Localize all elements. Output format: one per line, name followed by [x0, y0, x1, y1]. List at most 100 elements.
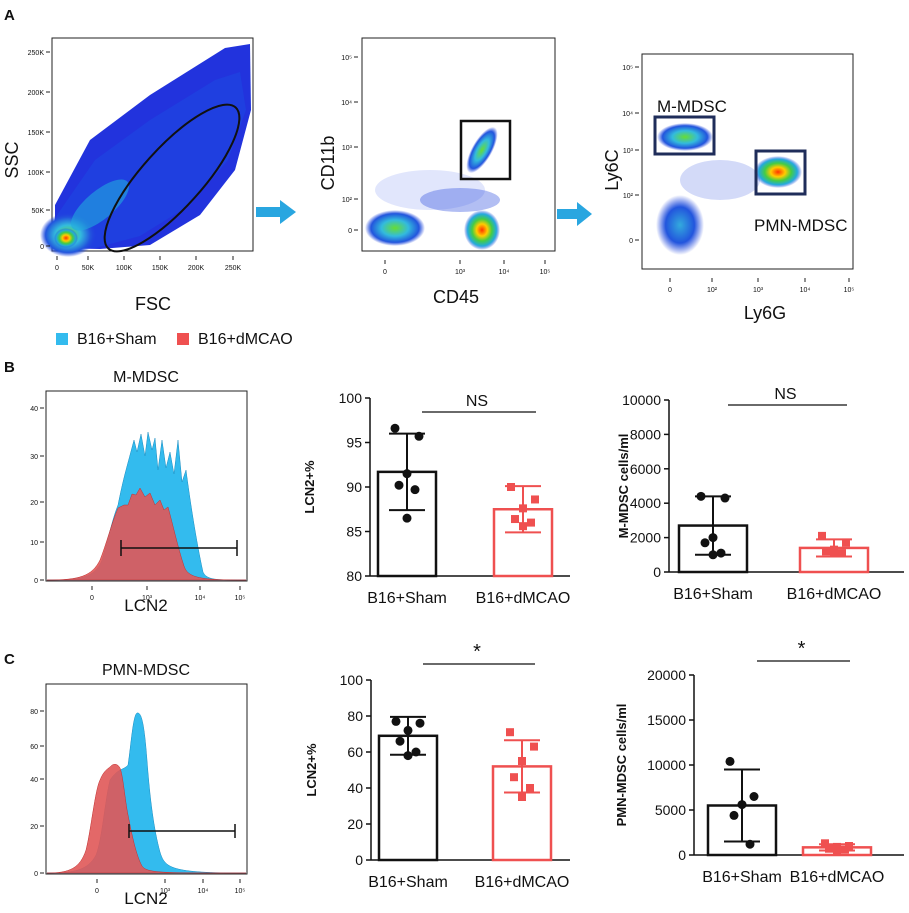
panel-label-b: B [4, 359, 15, 376]
cd11b-tick-label: 10³ [342, 145, 353, 152]
hist-c-x-tick-label: 10⁵ [235, 888, 246, 895]
data-point [518, 757, 526, 765]
legend-swatch-sham [56, 333, 68, 345]
y-tick-label: 20000 [647, 667, 686, 683]
y-tick-label: 10000 [647, 757, 686, 773]
density-cloud [656, 123, 802, 255]
data-point [842, 538, 850, 547]
hist-c-xlabel: LCN2 [124, 889, 167, 908]
data-point [414, 431, 424, 441]
ssc-tick-label: 150K [28, 130, 45, 137]
density-cloud [365, 126, 500, 250]
y-axis-label: M-MDSC cells/ml [616, 434, 631, 539]
y-tick-label: 10000 [622, 392, 661, 408]
category-label: B16+Sham [367, 590, 447, 607]
y-tick-label: 15000 [647, 712, 686, 728]
data-point [403, 725, 413, 735]
fsc-tick-label: 250K [225, 265, 242, 272]
hist-gate-bar [120, 540, 238, 556]
y-tick-label: 60 [347, 744, 363, 760]
cd11b-ylabel: CD11b [318, 136, 338, 191]
cd11b-tick-label: 10² [342, 197, 353, 204]
cd45-tick-label: 0 [383, 269, 387, 276]
legend-swatch-dmcao [177, 333, 189, 345]
data-point [511, 515, 519, 524]
data-point [530, 742, 538, 751]
y-tick-label: 2000 [630, 530, 661, 546]
plot-ly6g-ly6c: M-MDSC PMN-MDSC 0 10² 10³ 10⁴ 10⁵ 0 10² 10³ 10⁴ 1… [602, 53, 855, 323]
ssc-tick-label: 250K [28, 50, 45, 57]
cd11b-tick-label: 0 [348, 228, 352, 235]
hist-dmcao-area [46, 764, 247, 874]
data-point [402, 513, 412, 523]
ssc-tick-label: 100K [28, 170, 45, 177]
y-tick-label: 20 [347, 816, 363, 832]
category-label: B16+dMCAO [475, 874, 570, 891]
hist-c-y-tick-label: 0 [34, 871, 38, 878]
data-point [518, 793, 526, 801]
ly6c-tick-label: 10³ [623, 148, 634, 155]
data-point [708, 550, 718, 560]
hist-c-y-tick-label: 80 [30, 709, 38, 716]
fsc-tick-label: 0 [55, 265, 59, 272]
hist-b-y-tick-label: 20 [30, 500, 38, 507]
data-point [830, 549, 838, 558]
cd45-tick-label: 10⁵ [540, 269, 551, 276]
ssc-tick-label: 0 [40, 244, 44, 251]
hist-c-x-tick-label: 0 [95, 888, 99, 895]
panel-label-a: A [4, 7, 15, 24]
hist-gate-bar [128, 824, 236, 838]
hist-b-x-tick-label: 10³ [142, 595, 153, 602]
category-label: B16+Sham [673, 586, 753, 603]
data-point [749, 792, 759, 801]
hist-b-y-tick-label: 0 [34, 578, 38, 585]
cd45-tick-label: 10³ [455, 269, 466, 276]
y-tick-label: 6000 [630, 461, 661, 477]
data-point [841, 845, 849, 854]
data-point [737, 800, 747, 810]
y-tick-label: 0 [355, 852, 363, 868]
ly6c-ylabel: Ly6C [602, 149, 622, 190]
ssc-tick-label: 50K [32, 208, 45, 215]
pmn-mdsc-gate-label: PMN-MDSC [754, 216, 848, 235]
arrow-right-icon [256, 200, 296, 224]
y-tick-label: 40 [347, 780, 363, 796]
y-tick-label: 80 [347, 708, 363, 724]
bar-chart-c-lcn2: 0 20 40 60 80 100 LCN2+% B16+Sham B16+dMCAO * [304, 641, 570, 891]
cd11b-gate [459, 119, 512, 181]
fsc-tick-label: 50K [82, 265, 95, 272]
y-tick-label: 8000 [630, 426, 661, 442]
plot-cd45-cd11b: 0 10³ 10⁴ 10⁵ 0 10² 10³ 10⁴ 10⁵ CD11b CD45 [318, 37, 556, 307]
y-tick-label: 85 [346, 524, 362, 540]
ly6c-tick-label: 10² [623, 193, 634, 200]
data-point [818, 531, 826, 540]
data-point [822, 547, 830, 556]
ly6c-tick-label: 0 [629, 238, 633, 245]
data-point [402, 469, 412, 479]
data-point [833, 846, 841, 855]
legend-label-sham: B16+Sham [77, 331, 157, 348]
data-point [527, 518, 535, 527]
data-point [510, 773, 518, 782]
significance-label: * [798, 638, 806, 660]
hist-b-y-tick-label: 10 [30, 540, 38, 547]
ly6c-tick-label: 10⁵ [622, 65, 633, 72]
category-label: B16+Sham [368, 874, 448, 891]
hist-b: 0 10 20 30 40 0 10³ 10⁴ 10⁵ M-MDSC LCN2 [30, 369, 248, 615]
ly6g-tick-label: 10⁵ [844, 287, 855, 294]
y-axis-label: LCN2+% [302, 460, 317, 514]
fsc-ssc-gate [103, 103, 241, 253]
ly6c-tick-label: 10⁴ [622, 111, 633, 118]
y-axis-label: PMN-MDSC cells/ml [614, 704, 629, 827]
hist-b-title: M-MDSC [113, 369, 179, 386]
pmn-mdsc-gate [754, 149, 807, 196]
hist-c-y-tick-label: 40 [30, 777, 38, 784]
hist-b-y-tick-label: 40 [30, 406, 38, 413]
data-point [821, 839, 829, 848]
y-axis-label: LCN2+% [304, 743, 319, 797]
significance-label: NS [466, 393, 488, 410]
data-point [519, 522, 527, 531]
fsc-tick-label: 150K [152, 265, 169, 272]
ssc-tick-label: 200K [28, 90, 45, 97]
hist-c-y-tick-label: 60 [30, 744, 38, 751]
